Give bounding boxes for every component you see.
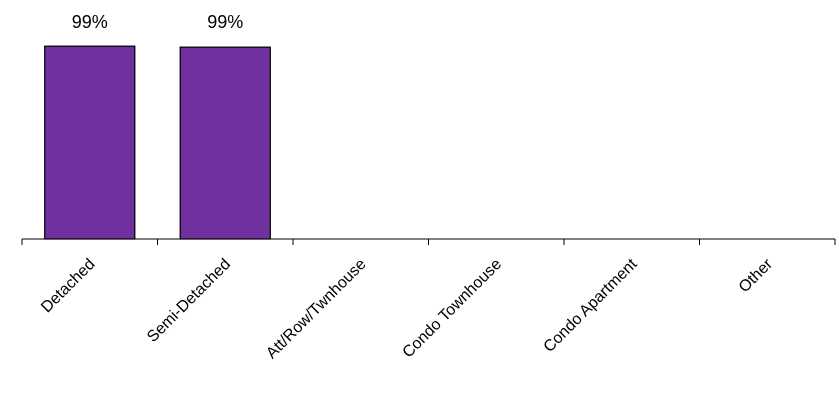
x-axis-ticks bbox=[21, 239, 836, 245]
category-label-att-row-twnhouse: Att/Row/Twnhouse bbox=[263, 256, 369, 362]
category-label-condo-townhouse: Condo Townhouse bbox=[400, 256, 506, 362]
category-label-detached: Detached bbox=[38, 256, 98, 316]
data-label-detached: 99% bbox=[72, 12, 108, 32]
data-labels-group: 99% 99% bbox=[72, 12, 244, 32]
category-label-other: Other bbox=[736, 255, 777, 296]
data-label-semi-detached: 99% bbox=[207, 12, 243, 32]
category-label-semi-detached: Semi-Detached bbox=[144, 256, 234, 346]
bars-group bbox=[44, 45, 271, 240]
bar-semi-detached bbox=[179, 46, 271, 240]
category-label-condo-apartment: Condo Apartment bbox=[541, 255, 641, 355]
x-axis-category-labels: Detached Semi-Detached Att/Row/Twnhouse Con… bbox=[38, 255, 776, 362]
bar-detached bbox=[44, 45, 136, 240]
